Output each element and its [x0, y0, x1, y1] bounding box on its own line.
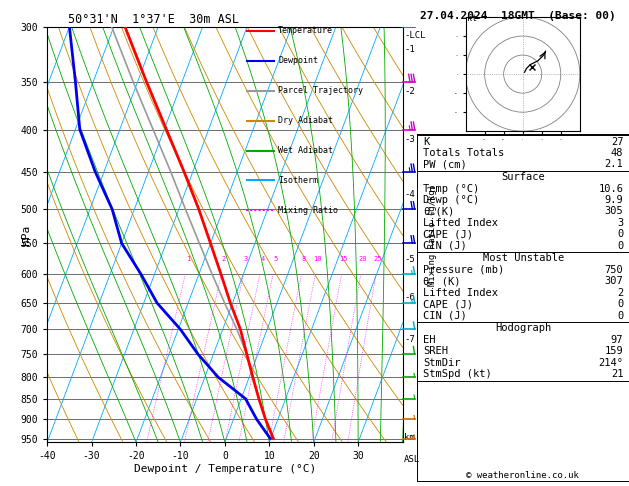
- Text: PW (cm): PW (cm): [423, 159, 467, 170]
- Text: CIN (J): CIN (J): [423, 311, 467, 321]
- Text: 307: 307: [604, 277, 623, 286]
- Text: hPa: hPa: [21, 225, 31, 244]
- Text: Isotherm: Isotherm: [278, 176, 318, 185]
- X-axis label: Dewpoint / Temperature (°C): Dewpoint / Temperature (°C): [134, 464, 316, 474]
- Text: 159: 159: [604, 347, 623, 356]
- Text: Lifted Index: Lifted Index: [423, 218, 498, 228]
- Text: Mixing Ratio (g/kg): Mixing Ratio (g/kg): [428, 183, 437, 286]
- Text: 97: 97: [611, 335, 623, 345]
- Text: Pressure (mb): Pressure (mb): [423, 265, 504, 275]
- Text: SREH: SREH: [423, 347, 448, 356]
- Text: θₑ (K): θₑ (K): [423, 277, 461, 286]
- Text: 15: 15: [340, 256, 348, 262]
- Text: 10.6: 10.6: [598, 184, 623, 193]
- Text: © weatheronline.co.uk: © weatheronline.co.uk: [466, 471, 579, 480]
- Text: Dewpoint: Dewpoint: [278, 56, 318, 65]
- Text: 5: 5: [274, 256, 277, 262]
- Text: Mixing Ratio: Mixing Ratio: [278, 206, 338, 215]
- Text: 750: 750: [604, 265, 623, 275]
- Text: 0: 0: [617, 311, 623, 321]
- Text: CAPE (J): CAPE (J): [423, 299, 474, 310]
- Text: 2: 2: [617, 288, 623, 298]
- Text: Temperature: Temperature: [278, 26, 333, 35]
- Text: Most Unstable: Most Unstable: [482, 253, 564, 263]
- Text: km: km: [404, 433, 415, 442]
- Text: EH: EH: [423, 335, 436, 345]
- Text: Temp (°C): Temp (°C): [423, 184, 480, 193]
- Text: 2: 2: [222, 256, 226, 262]
- Text: 4: 4: [260, 256, 265, 262]
- Text: 3: 3: [244, 256, 248, 262]
- Text: -1: -1: [404, 45, 415, 54]
- Text: 10: 10: [313, 256, 322, 262]
- Text: -3: -3: [404, 135, 415, 144]
- Text: -LCL: -LCL: [404, 31, 426, 40]
- Title: 50°31'N  1°37'E  30m ASL: 50°31'N 1°37'E 30m ASL: [69, 13, 239, 26]
- Text: 0: 0: [617, 299, 623, 310]
- Text: 2.1: 2.1: [604, 159, 623, 170]
- Text: 25: 25: [374, 256, 382, 262]
- Text: 214°: 214°: [598, 358, 623, 368]
- Text: CIN (J): CIN (J): [423, 241, 467, 251]
- Text: 8: 8: [302, 256, 306, 262]
- Text: -6: -6: [404, 293, 415, 302]
- Text: Parcel Trajectory: Parcel Trajectory: [278, 86, 363, 95]
- Text: Lifted Index: Lifted Index: [423, 288, 498, 298]
- Text: CAPE (J): CAPE (J): [423, 229, 474, 240]
- Text: kt: kt: [467, 14, 477, 23]
- Text: Dry Adiabat: Dry Adiabat: [278, 116, 333, 125]
- Text: 3: 3: [617, 218, 623, 228]
- Text: 305: 305: [604, 207, 623, 216]
- Text: θₑ(K): θₑ(K): [423, 207, 455, 216]
- Text: K: K: [423, 137, 430, 147]
- Text: Surface: Surface: [501, 172, 545, 181]
- Text: Totals Totals: Totals Totals: [423, 148, 504, 158]
- Text: 48: 48: [611, 148, 623, 158]
- Text: -2: -2: [404, 87, 415, 96]
- Text: 27.04.2024  18GMT  (Base: 00): 27.04.2024 18GMT (Base: 00): [420, 11, 616, 21]
- Text: StmDir: StmDir: [423, 358, 461, 368]
- Text: 9.9: 9.9: [604, 195, 623, 205]
- Text: 21: 21: [611, 369, 623, 379]
- Text: -4: -4: [404, 190, 415, 199]
- Text: Hodograph: Hodograph: [495, 323, 552, 333]
- Text: 20: 20: [359, 256, 367, 262]
- Text: ASL: ASL: [404, 455, 420, 464]
- Text: -5: -5: [404, 255, 415, 264]
- Text: 0: 0: [617, 241, 623, 251]
- Text: Wet Adiabat: Wet Adiabat: [278, 146, 333, 155]
- Text: 1: 1: [186, 256, 190, 262]
- Text: 0: 0: [617, 229, 623, 240]
- Text: 27: 27: [611, 137, 623, 147]
- Text: StmSpd (kt): StmSpd (kt): [423, 369, 492, 379]
- Text: -7: -7: [404, 335, 415, 344]
- Text: Dewp (°C): Dewp (°C): [423, 195, 480, 205]
